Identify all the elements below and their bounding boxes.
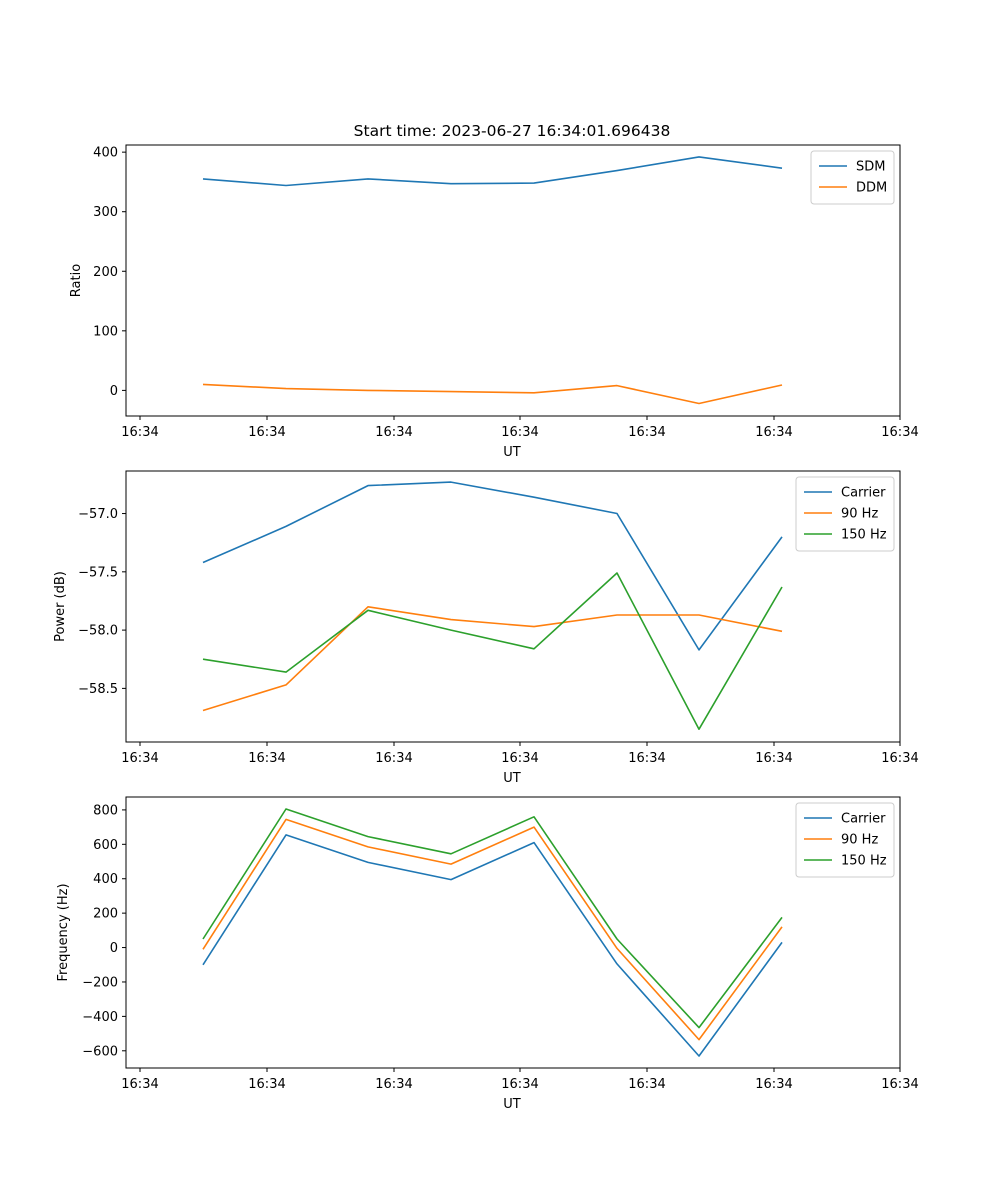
legend-label: DDM: [856, 181, 887, 196]
panel-ratio: Start time: 2023-06-27 16:34:01.696438 0…: [69, 122, 919, 460]
legend-box: [795, 802, 895, 878]
x-tick-label: 16:34: [881, 425, 918, 440]
x-tick-label: 16:34: [248, 1077, 285, 1092]
x-tick-label: 16:34: [248, 751, 285, 766]
x-tick-label: 16:34: [755, 425, 792, 440]
legend-label: SDM: [856, 160, 885, 175]
y-tick-label: −200: [82, 975, 118, 990]
series-line-carrier: [202, 481, 783, 651]
x-tick-label: 16:34: [501, 425, 538, 440]
y-tick-label: 600: [93, 838, 118, 853]
series-line-carrier: [202, 834, 783, 1057]
y-axis-ticks: −600 −400 −200 0 200 400 600 800: [82, 803, 126, 1059]
x-tick-label: 16:34: [755, 1077, 792, 1092]
y-tick-label: 0: [110, 941, 118, 956]
x-tick-label: 16:34: [628, 425, 665, 440]
plot-frame: [125, 144, 901, 417]
y-tick-label: −600: [82, 1044, 118, 1059]
series-lines: [202, 481, 783, 731]
x-tick-label: 16:34: [755, 751, 792, 766]
x-tick-label: 16:34: [628, 1077, 665, 1092]
x-tick-label: 16:34: [501, 1077, 538, 1092]
x-tick-label: 16:34: [121, 425, 158, 440]
legend: Carrier 90 Hz 150 Hz: [795, 802, 895, 878]
x-tick-label: 16:34: [121, 751, 158, 766]
legend-label: Carrier: [841, 812, 886, 827]
x-axis-ticks: 16:34 16:34 16:34 16:34 16:34 16:34 16:34: [121, 1068, 919, 1092]
chart-title: Start time: 2023-06-27 16:34:01.696438: [354, 122, 671, 140]
x-tick-label: 16:34: [121, 1077, 158, 1092]
x-axis-label: UT: [503, 771, 521, 786]
y-axis-ticks: −58.5 −58.0 −57.5 −57.0: [78, 507, 126, 697]
y-axis-label: Power (dB): [53, 571, 68, 642]
series-lines: [202, 156, 783, 405]
x-tick-label: 16:34: [375, 425, 412, 440]
series-line-150-hz: [202, 808, 783, 1029]
y-tick-label: −57.5: [78, 565, 118, 580]
y-tick-label: 0: [110, 384, 118, 399]
plot-frame: [125, 470, 901, 743]
x-tick-label: 16:34: [881, 751, 918, 766]
legend: SDM DDM: [810, 150, 895, 205]
y-tick-label: −400: [82, 1010, 118, 1025]
x-tick-label: 16:34: [248, 425, 285, 440]
y-tick-label: 800: [93, 803, 118, 818]
y-axis-label: Ratio: [69, 264, 84, 297]
y-tick-label: 100: [93, 324, 118, 339]
y-axis-label: Frequency (Hz): [56, 883, 71, 981]
legend-label: 90 Hz: [841, 507, 878, 522]
x-axis-ticks: 16:34 16:34 16:34 16:34 16:34 16:34 16:34: [121, 416, 919, 440]
x-tick-label: 16:34: [881, 1077, 918, 1092]
plot-frame: [125, 796, 901, 1069]
y-tick-label: 200: [93, 907, 118, 922]
legend-box: [795, 476, 895, 552]
y-tick-label: 200: [93, 265, 118, 280]
legend-label: 150 Hz: [841, 528, 887, 543]
x-axis-ticks: 16:34 16:34 16:34 16:34 16:34 16:34 16:34: [121, 742, 919, 766]
x-axis-label: UT: [503, 445, 521, 460]
x-tick-label: 16:34: [375, 1077, 412, 1092]
y-tick-label: −58.0: [78, 624, 118, 639]
y-tick-label: 300: [93, 205, 118, 220]
x-tick-label: 16:34: [628, 751, 665, 766]
series-line-sdm: [202, 156, 783, 187]
series-line-ddm: [202, 383, 783, 405]
x-axis-label: UT: [503, 1097, 521, 1112]
y-tick-label: 400: [93, 146, 118, 161]
y-tick-label: 400: [93, 872, 118, 887]
x-tick-label: 16:34: [375, 751, 412, 766]
y-tick-label: −58.5: [78, 682, 118, 697]
panel-power: −58.5−58.0−57.5−57.0 16:34 16:34 16:34 16:3…: [53, 470, 919, 786]
legend-label: 150 Hz: [841, 854, 887, 869]
series-line-150-hz: [202, 572, 783, 731]
series-line-90-hz: [202, 605, 783, 712]
series-line-90-hz: [202, 818, 783, 1041]
x-tick-label: 16:34: [501, 751, 538, 766]
series-lines: [202, 808, 783, 1057]
y-tick-label: −57.0: [78, 507, 118, 522]
legend-box: [810, 150, 895, 205]
y-axis-ticks: 0 100 200 300 400: [93, 146, 126, 399]
legend-label: 90 Hz: [841, 833, 878, 848]
legend-label: Carrier: [841, 486, 886, 501]
legend: Carrier 90 Hz 150 Hz: [795, 476, 895, 552]
